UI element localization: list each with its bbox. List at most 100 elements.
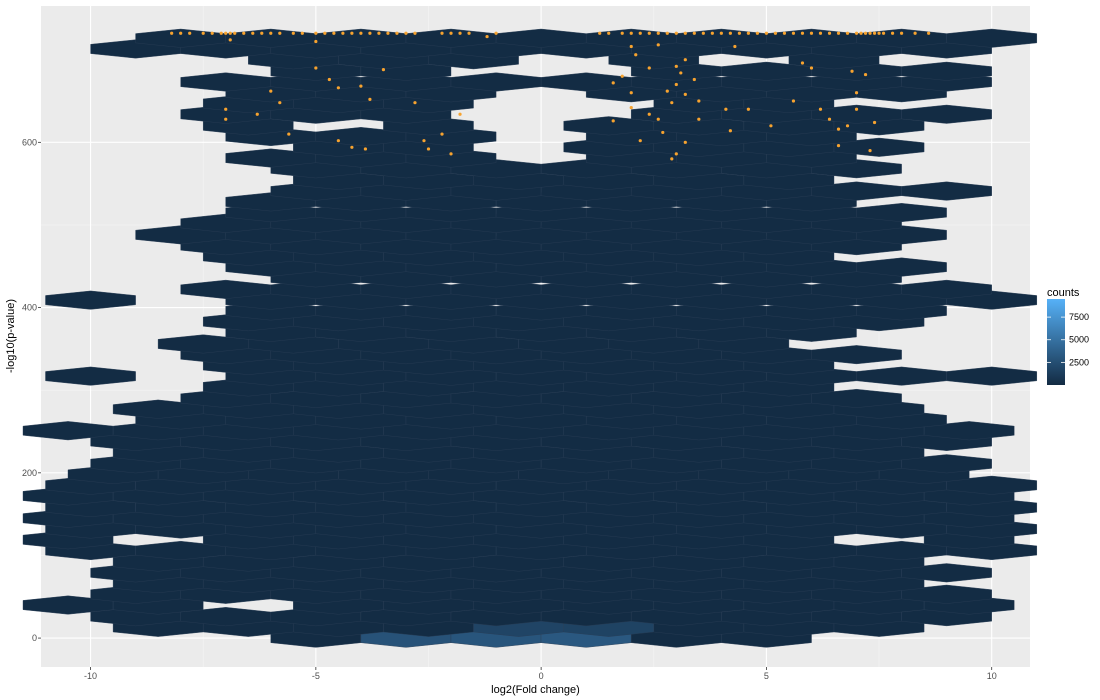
highlight-point [426,147,431,151]
highlight-points [170,31,931,161]
x-tick-label: -10 [84,671,97,681]
highlight-point [710,31,714,35]
highlight-point [323,31,327,35]
highlight-point [800,31,805,35]
hex-cell [45,366,136,386]
highlight-point [683,58,687,62]
highlight-point [827,31,832,35]
highlight-point [332,31,336,35]
highlight-point [818,31,823,35]
highlight-point [674,31,678,35]
highlight-point [872,31,877,35]
highlight-point [701,31,705,35]
x-axis-ticks: -10 -5 0 5 10 [84,667,997,681]
highlight-point [458,31,462,35]
highlight-point [363,147,368,151]
highlight-point [647,31,651,35]
highlight-point [728,129,732,133]
highlight-point [679,71,683,75]
highlight-point [647,66,651,70]
highlight-point [746,31,750,35]
y-axis-ticks: 0 200 400 600 [22,137,41,643]
highlight-point [255,112,259,116]
highlight-point [291,31,295,35]
x-tick-label: 0 [539,671,544,681]
hex-cell [946,366,1038,386]
highlight-point [634,53,638,57]
highlight-point [278,31,282,35]
highlight-point [598,31,602,35]
highlight-point [927,31,931,35]
highlight-point [224,117,228,121]
y-tick-label: 400 [22,303,37,313]
highlight-point [278,101,282,105]
hex-cell [946,28,1038,48]
highlight-point [242,31,246,35]
hex-cell [901,279,992,299]
highlight-point [674,82,678,87]
highlight-point [413,101,417,105]
highlight-point [336,86,340,90]
highlight-point [638,139,642,143]
highlight-point [809,66,814,70]
highlight-point [210,31,214,35]
y-tick-label: 600 [22,137,37,147]
highlight-point [674,64,678,68]
highlight-point [746,107,750,111]
highlight-point [359,84,363,88]
highlight-point [300,31,304,35]
highlight-point [877,31,881,35]
y-tick-label: 200 [22,468,37,478]
highlight-point [728,31,732,35]
highlight-point [611,81,615,85]
highlight-point [674,152,678,156]
highlight-point [683,140,687,144]
highlight-point [827,117,832,121]
highlight-point [620,31,624,35]
hex-cell [901,181,992,201]
highlight-point [629,44,633,49]
x-tick-label: 5 [764,671,769,681]
highlight-point [269,31,273,35]
highlight-point [179,31,183,35]
colorbar-label: 2500 [1069,357,1089,367]
colorbar-label: 5000 [1069,335,1089,345]
highlight-point [404,31,408,35]
highlight-point [755,31,760,35]
highlight-point [440,132,444,136]
highlight-point [467,31,471,35]
highlight-point [868,148,872,153]
highlight-point [845,124,850,128]
highlight-point [494,31,498,35]
highlight-point [269,89,273,93]
highlight-point [228,38,232,42]
highlight-point [224,107,228,111]
highlight-point [868,31,872,35]
hex-cell [901,104,992,124]
highlight-point [773,31,778,35]
highlight-point [386,31,390,35]
highlight-point [890,31,895,35]
colorbar-ticks: 2500 5000 7500 [1047,312,1089,367]
highlight-point [440,31,444,35]
highlight-point [769,124,773,128]
highlight-point [350,145,354,149]
highlight-point [341,31,345,35]
highlight-point [791,31,796,35]
highlight-point [607,31,611,35]
highlight-point [656,117,660,121]
highlight-point [201,31,205,35]
highlight-point [670,157,674,161]
highlight-point [314,66,318,70]
highlight-point [863,72,868,77]
highlight-point [836,127,841,131]
x-tick-label: 10 [987,671,997,681]
highlight-point [836,144,841,148]
highlight-point [836,31,841,35]
highlight-point [350,31,354,35]
highlight-point [854,107,859,111]
x-tick-label: -5 [312,671,320,681]
highlight-point [656,31,660,35]
hex-cell [901,61,992,81]
